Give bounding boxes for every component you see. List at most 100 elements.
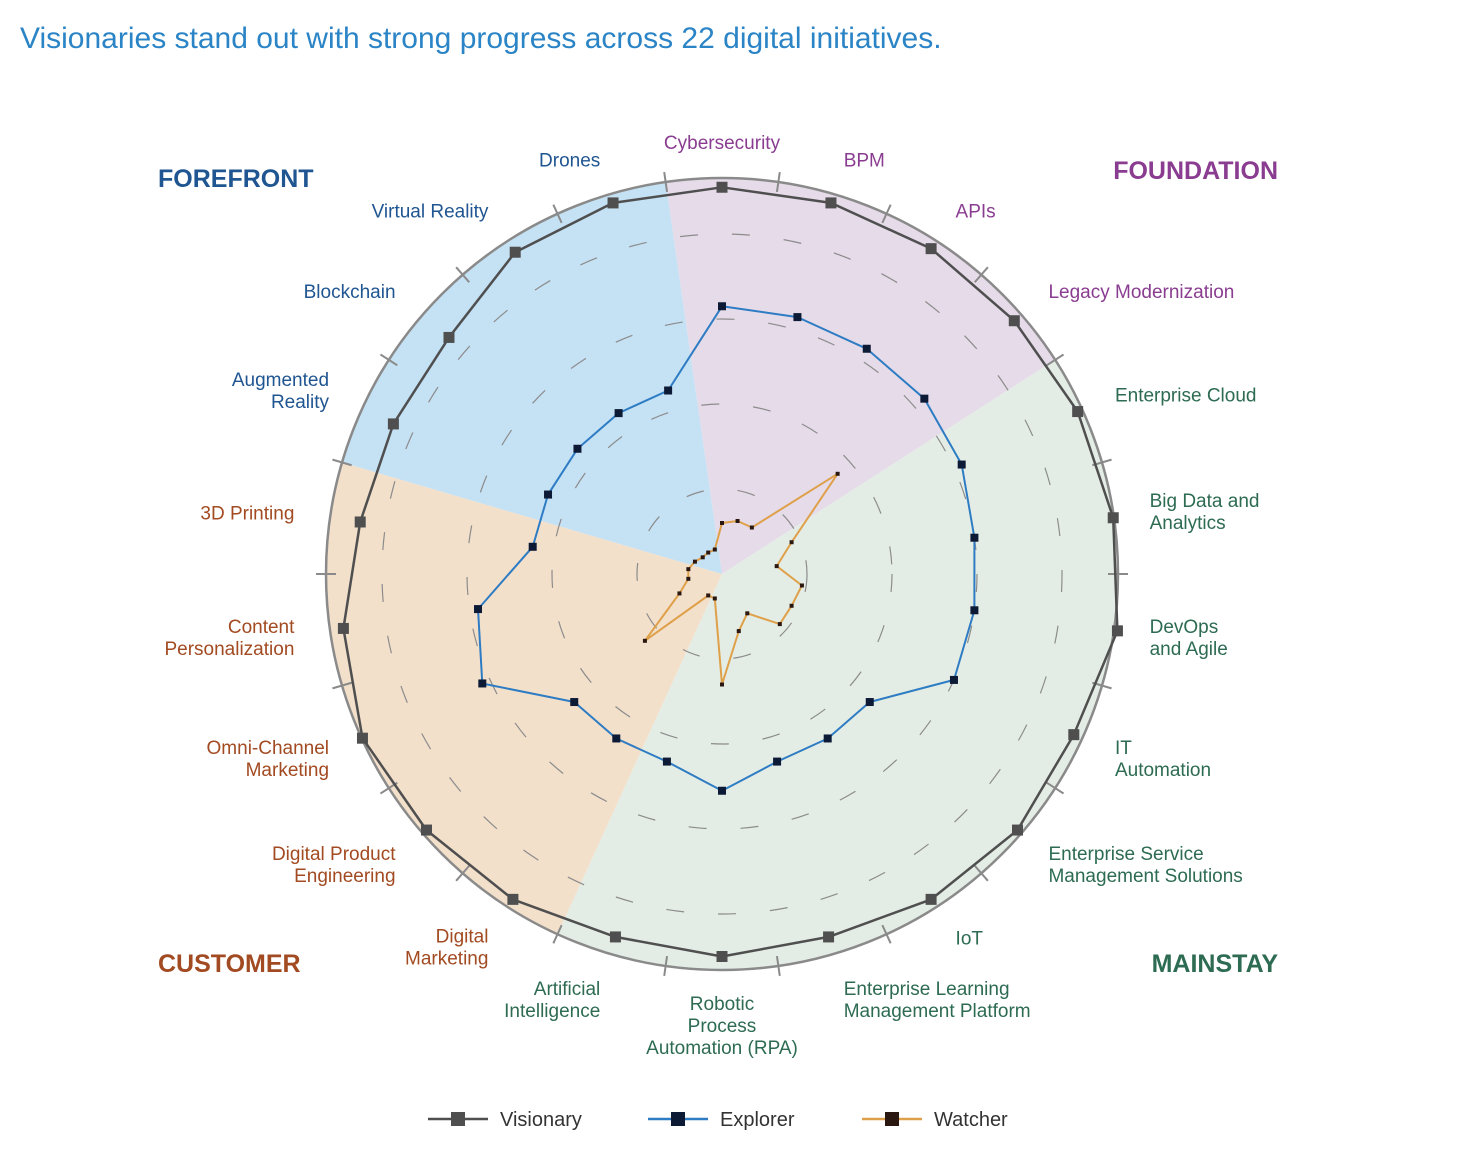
data-point-explorer-bpm	[793, 313, 802, 322]
data-point-watcher-omni-channel-marketing	[677, 591, 682, 596]
axis-label-legacy-modernization: Legacy Modernization	[1048, 282, 1234, 303]
data-point-explorer-cybersecurity	[718, 302, 726, 311]
data-point-watcher-3d-printing	[686, 567, 691, 572]
data-point-watcher-drones	[712, 547, 717, 552]
axis-tick	[974, 266, 989, 283]
sector-mainstay	[557, 359, 1118, 970]
axis-tick	[974, 865, 989, 882]
data-point-explorer-artificial-intelligence	[662, 757, 671, 766]
data-point-explorer-it-automation	[949, 675, 958, 684]
axis-tick	[332, 458, 352, 467]
axis-label-blockchain: Blockchain	[304, 282, 396, 303]
data-point-visionary-legacy-modernization	[1008, 315, 1020, 327]
axis-label-virtual-reality: Virtual Reality	[372, 202, 489, 223]
axis-label-3d-printing: 3D Printing	[200, 504, 294, 525]
data-point-visionary-virtual-reality	[509, 246, 521, 258]
data-point-watcher-augmented-reality	[692, 559, 697, 564]
axis-label-digital-marketing: Digital Marketing	[405, 927, 488, 970]
data-point-visionary-artificial-intelligence	[609, 931, 621, 943]
grid-ring	[636, 488, 808, 660]
series-visionary	[337, 181, 1123, 962]
series-explorer	[474, 302, 979, 795]
data-point-watcher-big-data-and-analytics	[774, 564, 779, 569]
data-point-visionary-augmented-reality	[387, 418, 399, 430]
legend-marker-explorer	[671, 1112, 685, 1126]
legend: Visionary Explorer Watcher	[428, 1109, 1008, 1131]
axis-label-cybersecurity: Cybersecurity	[664, 133, 781, 154]
data-point-explorer-legacy-modernization	[920, 394, 929, 403]
axis-tick	[1046, 353, 1065, 367]
axis-tick	[552, 924, 563, 944]
axis-label-enterprise-learning-management-platform: Enterprise Learning Management Platform	[844, 979, 1031, 1022]
data-point-watcher-it-automation	[789, 603, 794, 608]
legend-label-visionary: Visionary	[500, 1109, 582, 1131]
data-point-explorer-augmented-reality	[544, 490, 553, 499]
series-layer	[337, 181, 1123, 962]
data-point-visionary-bpm	[825, 197, 837, 209]
axis-label-big-data-and-analytics: Big Data and Analytics	[1150, 491, 1260, 534]
data-point-visionary-cybersecurity	[716, 181, 728, 193]
data-point-watcher-enterprise-learning-management-platform	[736, 629, 741, 634]
data-point-visionary-enterprise-service-management-solutions	[1011, 824, 1023, 836]
data-point-watcher-enterprise-service-management-solutions	[777, 622, 782, 627]
data-point-explorer-digital-product-engineering	[570, 698, 579, 707]
data-point-visionary-omni-channel-marketing	[356, 732, 368, 744]
axis-label-enterprise-cloud: Enterprise Cloud	[1115, 386, 1257, 407]
data-point-explorer-enterprise-cloud	[957, 460, 966, 469]
data-point-watcher-virtual-reality	[706, 550, 711, 555]
grid-ring	[466, 318, 978, 830]
axis-label-robotic-process-automation-rpa: Robotic Process Automation (RPA)	[646, 994, 798, 1059]
axis-label-enterprise-service-management-solutions: Enterprise Service Management Solutions	[1048, 844, 1242, 887]
data-point-visionary-big-data-and-analytics	[1107, 512, 1119, 524]
axis-tick	[663, 171, 669, 193]
quadrant-label-foundation: FOUNDATION	[1113, 157, 1278, 185]
axis-label-digital-product-engineering: Digital Product Engineering	[272, 844, 396, 887]
grid-ring	[551, 403, 893, 745]
quadrant-label-customer: CUSTOMER	[158, 950, 301, 978]
legend-item-explorer: Explorer	[648, 1109, 795, 1131]
axis-label-iot: IoT	[956, 928, 984, 949]
axis-tick	[775, 171, 781, 193]
axis-tick	[332, 681, 352, 690]
axis-label-omni-channel-marketing: Omni-Channel Marketing	[207, 738, 330, 781]
data-point-watcher-blockchain	[700, 555, 705, 560]
sector-forefront	[342, 182, 722, 575]
data-point-explorer-enterprise-service-management-solutions	[865, 698, 874, 707]
quadrant-sectors	[325, 178, 1118, 970]
legend-item-watcher: Watcher	[862, 1109, 1008, 1131]
data-point-visionary-robotic-process-automation-rpa	[716, 951, 728, 962]
sector-customer	[325, 462, 722, 935]
legend-marker-visionary	[451, 1112, 465, 1126]
axis-tick	[775, 955, 781, 977]
data-point-visionary-enterprise-learning-management-platform	[823, 931, 835, 943]
legend-label-explorer: Explorer	[720, 1109, 795, 1131]
axis-labels: Cybersecurity BPM APIs Legacy Modernization…	[164, 133, 1259, 1059]
axis-label-augmented-reality: Augmented Reality	[232, 370, 330, 413]
data-point-explorer-3d-printing	[528, 542, 537, 551]
axis-tick	[455, 865, 470, 882]
data-point-explorer-iot	[823, 734, 832, 743]
data-point-explorer-content-personalization	[474, 605, 483, 614]
grid-ring	[381, 233, 1063, 915]
data-point-visionary-digital-product-engineering	[421, 824, 433, 836]
data-point-visionary-3d-printing	[354, 516, 366, 528]
axis-tick	[455, 266, 470, 283]
data-point-explorer-devops-and-agile	[970, 606, 979, 615]
axis-label-apis: APIs	[956, 202, 996, 223]
data-point-visionary-blockchain	[443, 331, 455, 343]
axis-label-bpm: BPM	[844, 150, 885, 171]
axis-tick	[552, 204, 563, 224]
chart-title: Visionaries stand out with strong progre…	[20, 22, 942, 55]
axis-tick	[881, 924, 892, 944]
quadrant-labels: FOUNDATION MAINSTAY CUSTOMER FOREFRONT	[158, 157, 1278, 978]
quadrant-label-mainstay: MAINSTAY	[1152, 950, 1279, 978]
data-point-explorer-robotic-process-automation-rpa	[718, 786, 726, 795]
data-point-watcher-cybersecurity	[720, 521, 724, 525]
sector-foundation	[665, 178, 1056, 575]
data-point-explorer-digital-marketing	[612, 734, 621, 743]
data-point-explorer-virtual-reality	[614, 409, 623, 418]
data-point-watcher-digital-marketing	[706, 593, 711, 598]
axis-tick	[379, 353, 398, 367]
data-point-visionary-drones	[607, 197, 619, 209]
